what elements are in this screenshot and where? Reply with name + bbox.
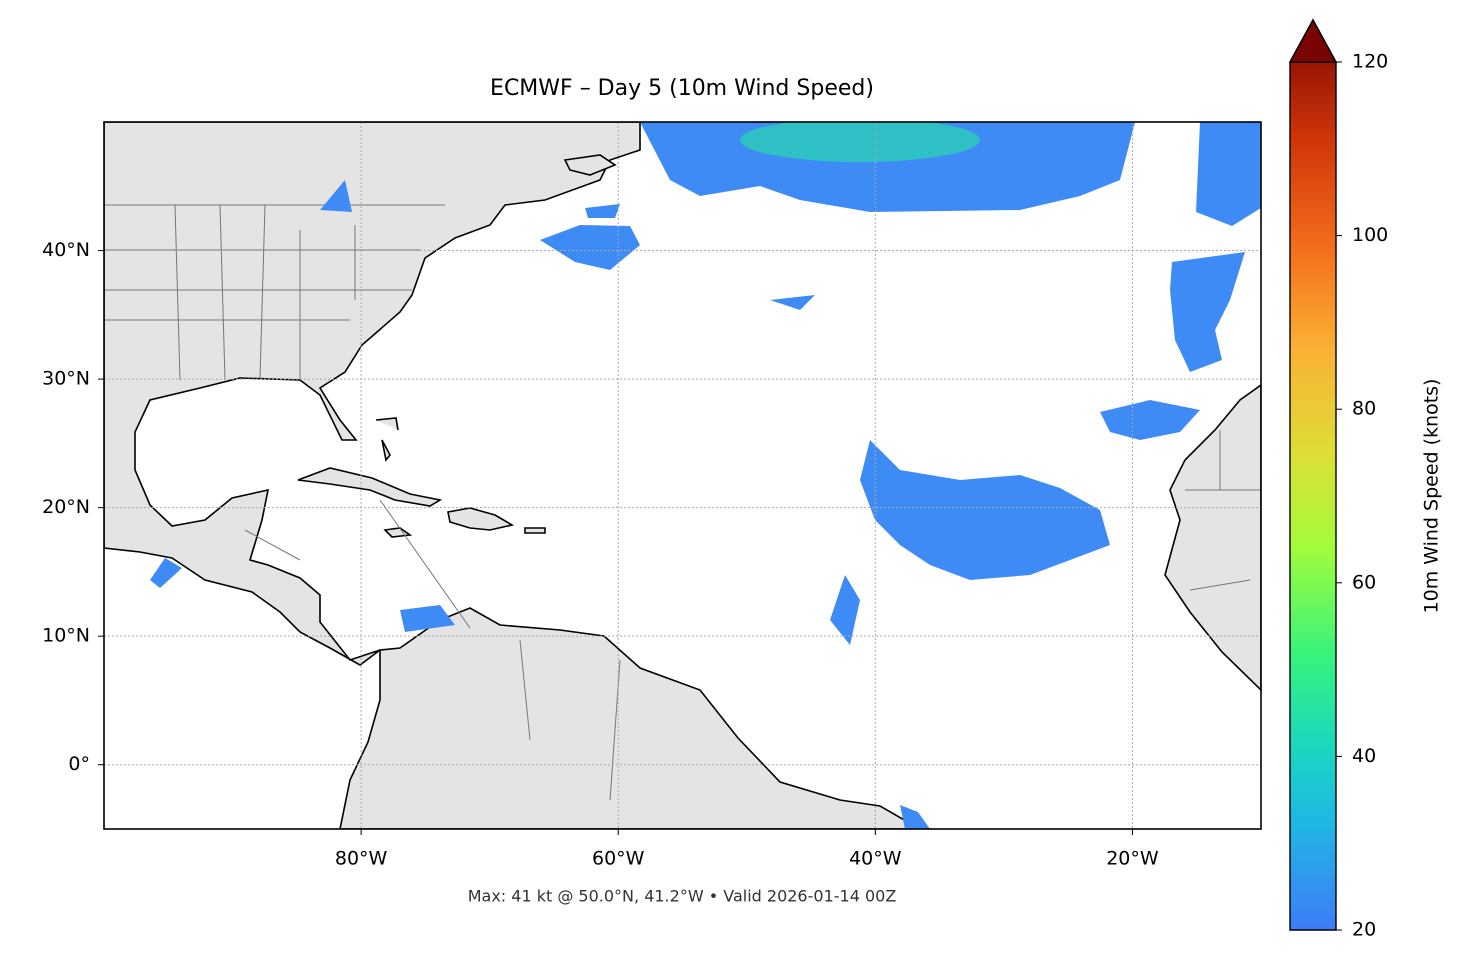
colorbar-tick-label: 100 [1352, 224, 1388, 246]
y-tick-label: 0° [68, 753, 90, 775]
y-tick-label: 10°N [42, 625, 90, 647]
map-frame [103, 121, 1262, 830]
colorbar-tick-label: 80 [1352, 398, 1376, 420]
colorbar-extend [1288, 18, 1338, 63]
hispaniola [447, 507, 515, 531]
africa [1164, 384, 1261, 692]
wind-area [1100, 400, 1200, 440]
newfoundland [563, 154, 617, 176]
north-america [104, 122, 641, 666]
footer: Max: 41 kt @ 50.0°N, 41.2°W • Valid 2026… [468, 887, 897, 906]
colorbar-tick-label: 40 [1352, 745, 1376, 767]
jamaica [383, 527, 413, 538]
x-tick-label: 60°W [592, 848, 645, 870]
y-tick-label: 40°N [42, 239, 90, 261]
state-borders [104, 204, 1261, 801]
colorbar-tick-label: 120 [1352, 51, 1388, 73]
wind-area [1170, 252, 1245, 372]
wind-area [540, 204, 640, 270]
x-tick-label: 80°W [335, 848, 388, 870]
title: ECMWF – Day 5 (10m Wind Speed) [490, 76, 874, 101]
colorbar-tick-label: 60 [1352, 571, 1376, 593]
map [104, 122, 1261, 829]
y-tick-label: 30°N [42, 368, 90, 390]
colorbar [1289, 18, 1337, 931]
wind-core [740, 122, 980, 162]
y-tick-label: 20°N [42, 496, 90, 518]
bahamas [375, 417, 399, 462]
wind-area [860, 440, 1110, 580]
x-tick-label: 20°W [1106, 848, 1159, 870]
wind-area [1196, 122, 1261, 226]
cuba [297, 467, 443, 507]
graticule [104, 122, 1261, 829]
colorbar-label: 10m Wind Speed (knots) [1421, 379, 1443, 614]
puerto-rico [524, 527, 546, 534]
colorbar-tick-label: 20 [1352, 919, 1376, 941]
south-america [339, 607, 922, 829]
x-tick-label: 40°W [849, 848, 902, 870]
